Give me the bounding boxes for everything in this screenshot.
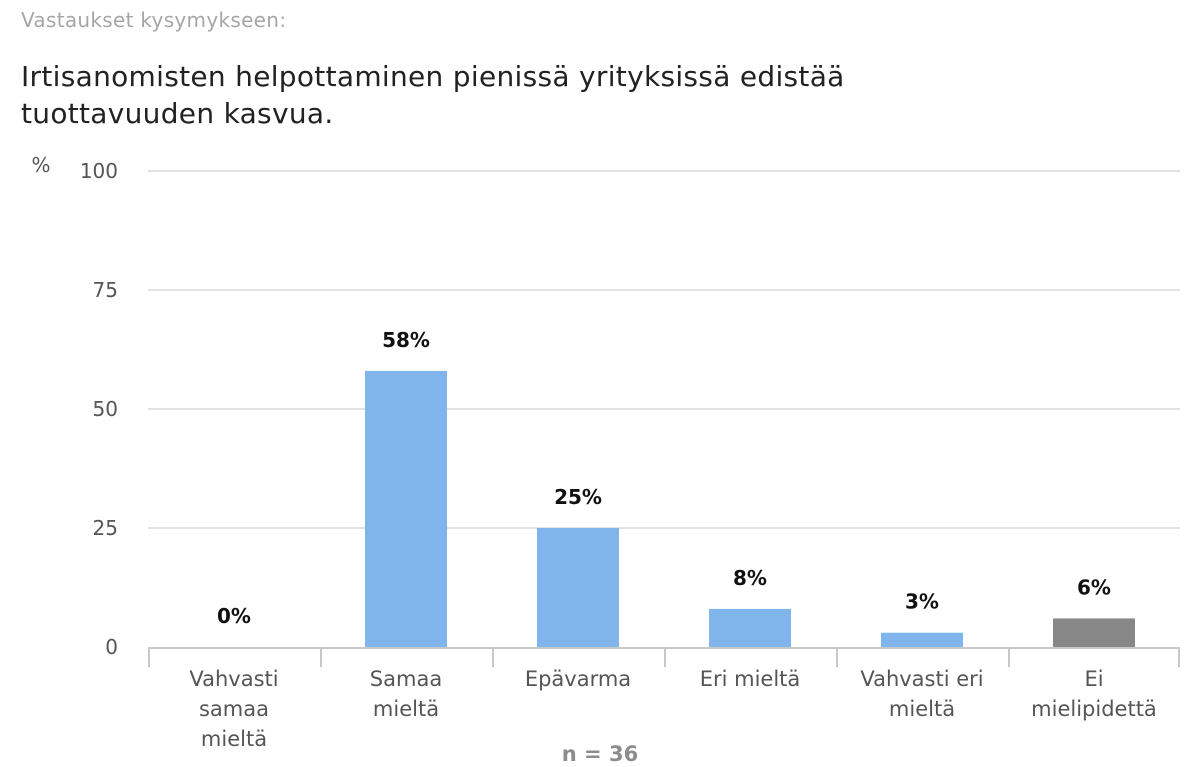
data-label: 3%: [905, 590, 939, 614]
bar: [537, 528, 619, 647]
y-tick-label: 50: [93, 397, 118, 421]
bar: [709, 608, 791, 647]
x-category-label: Samaa mieltä: [370, 667, 442, 721]
y-tick-label: 25: [93, 516, 118, 540]
x-category-label: Eri mieltä: [700, 667, 801, 691]
y-axis-unit-label: %: [31, 153, 50, 177]
x-category-label: Ei mielipidettä: [1031, 667, 1157, 721]
bar: [1053, 618, 1135, 647]
sample-size-note: n = 36: [562, 742, 638, 766]
bar: [881, 632, 963, 647]
data-label: 58%: [382, 328, 430, 352]
y-tick-label: 75: [93, 278, 118, 302]
y-tick-label: 0: [105, 635, 118, 659]
pre-title: Vastaukset kysymykseen:: [21, 8, 287, 32]
question-title: Irtisanomisten helpottaminen pienissä yr…: [21, 60, 845, 130]
y-tick-label: 100: [80, 159, 118, 183]
x-category-label: Vahvasti samaa mieltä: [189, 667, 278, 751]
bar: [365, 370, 447, 647]
data-label: 8%: [733, 566, 767, 590]
x-category-label: Vahvasti eri mieltä: [860, 667, 983, 721]
data-label: 25%: [554, 485, 602, 509]
data-label: 0%: [217, 604, 251, 628]
data-label: 6%: [1077, 575, 1111, 599]
x-category-label: Epävarma: [525, 667, 631, 691]
